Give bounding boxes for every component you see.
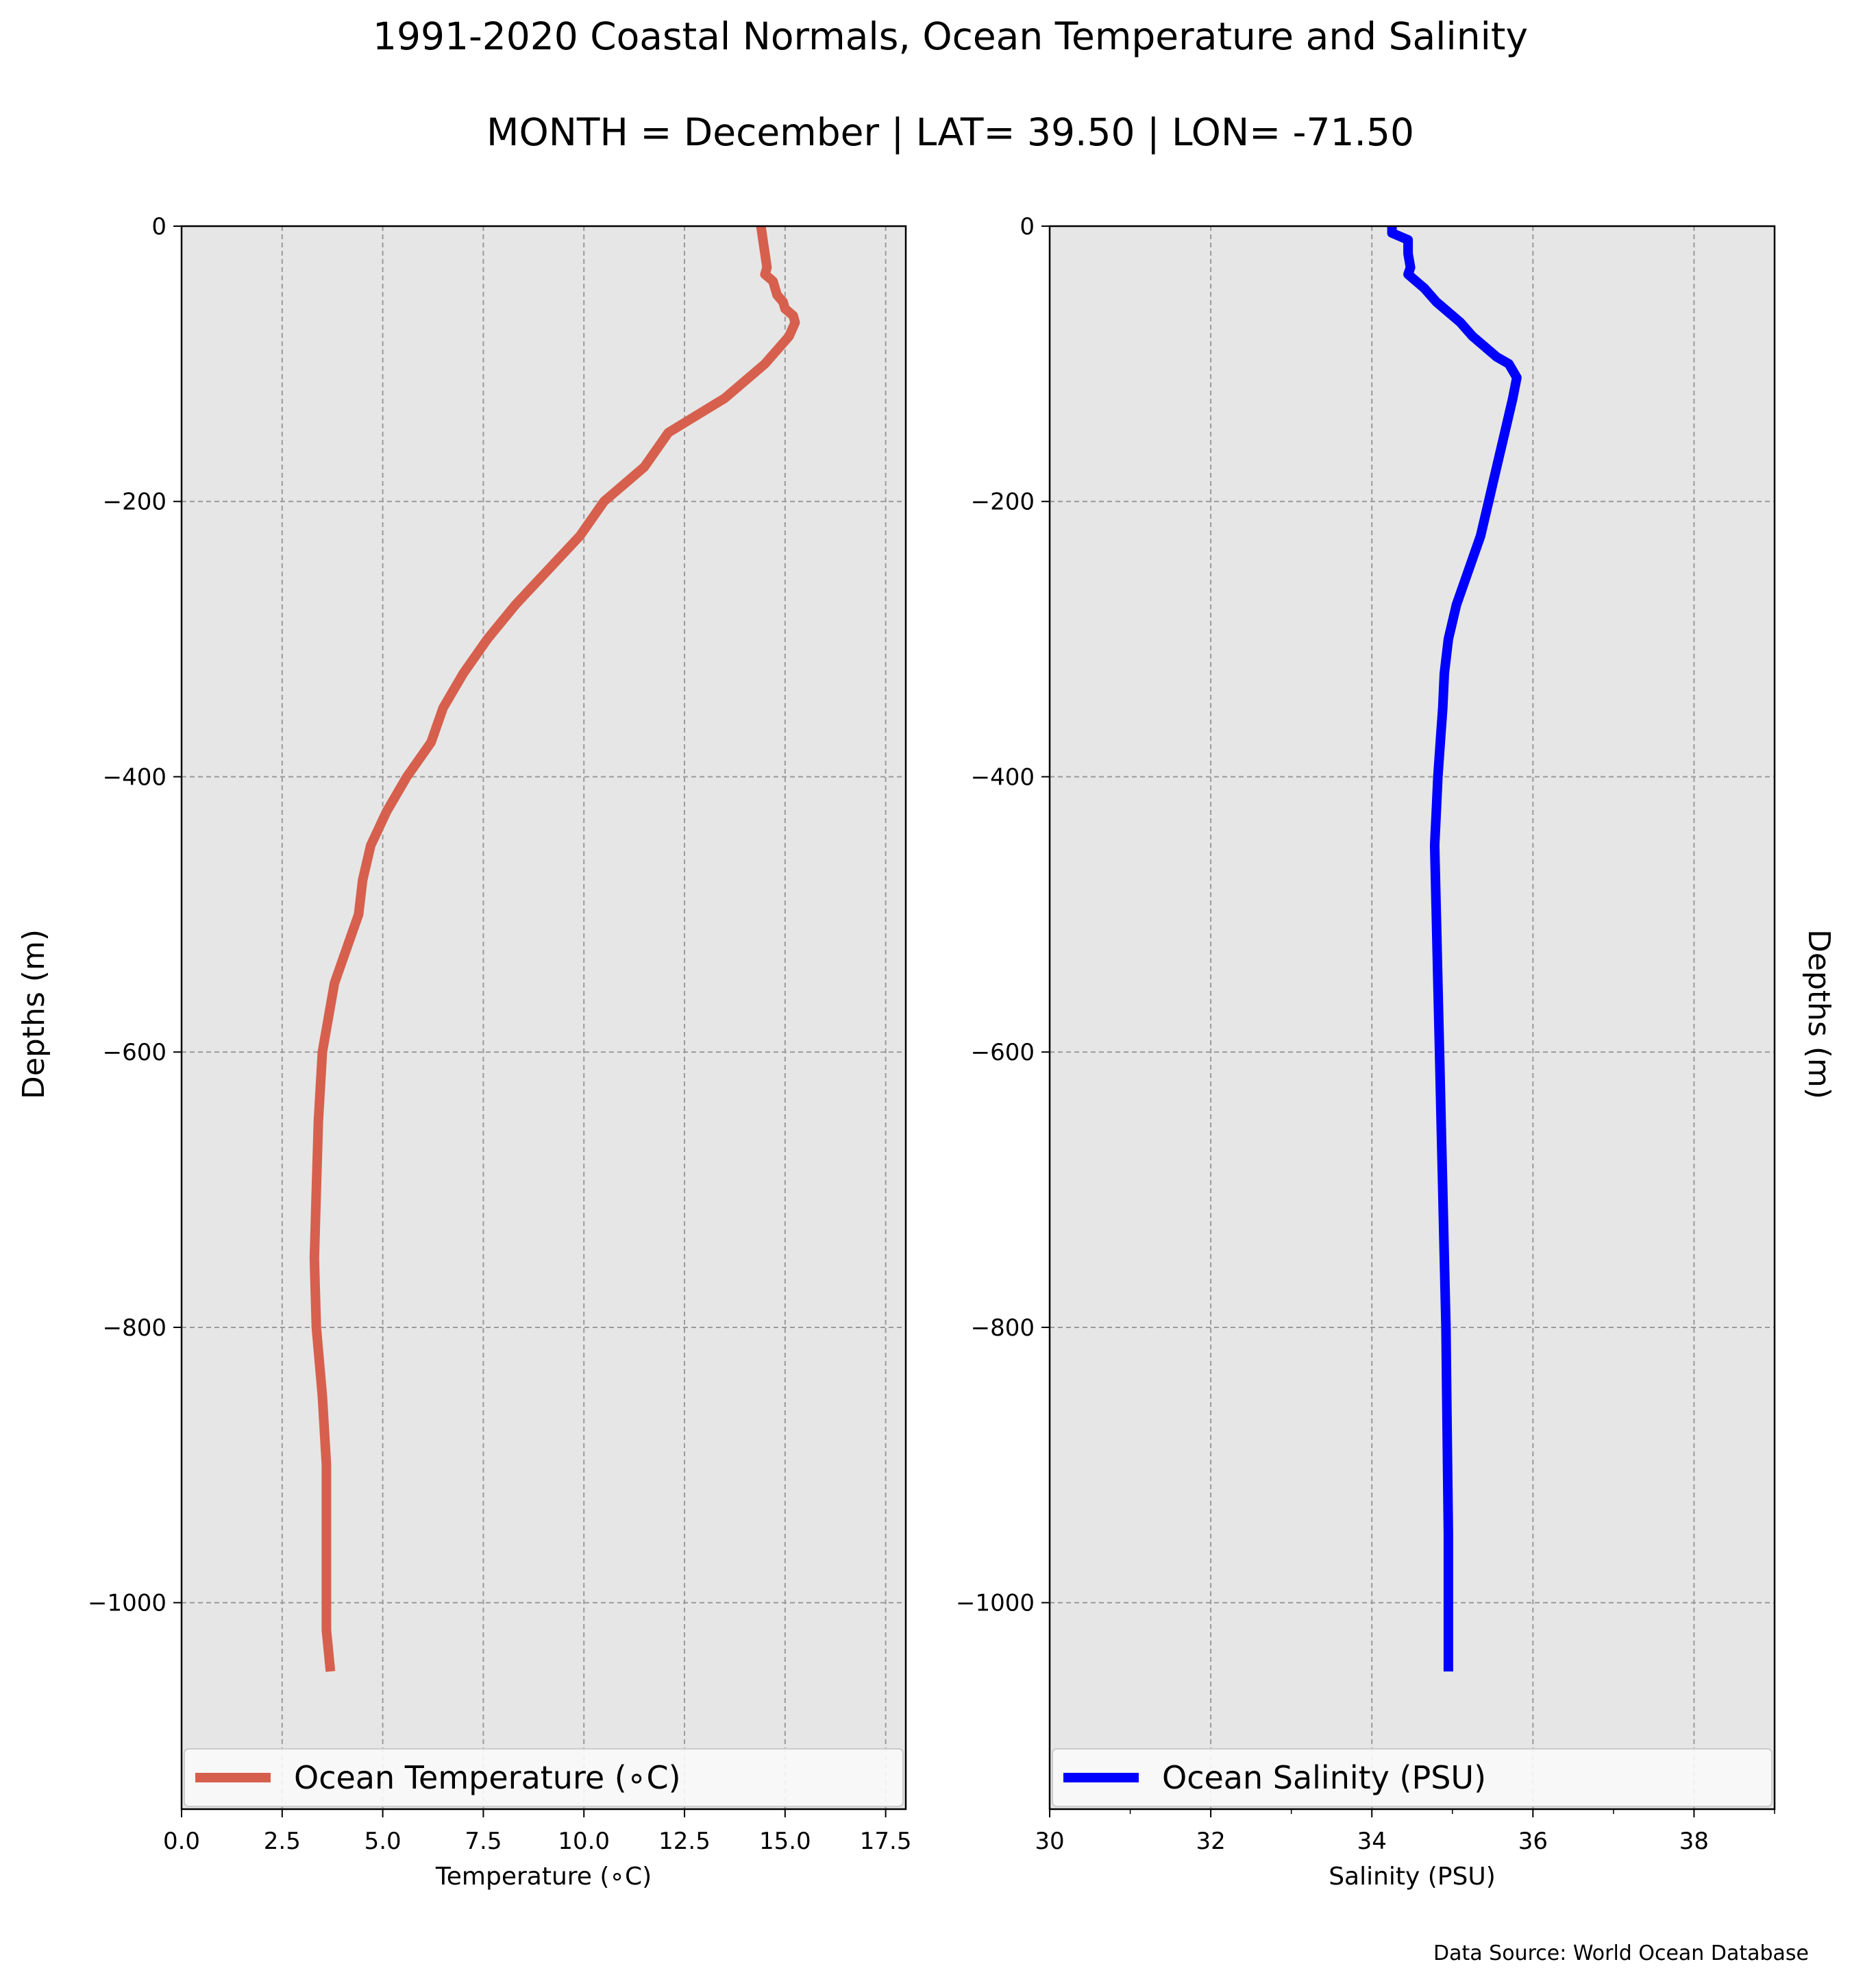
temp-x-tick-label-6: 15.0 [759,1828,811,1855]
temp-x-tick-label-3: 7.5 [465,1828,502,1855]
depth-axis-label-right: Depths (m) [1801,929,1836,1099]
temp-x-tick-label-0: 0.0 [163,1828,200,1855]
sal-x-tick-label-2: 34 [1357,1828,1387,1855]
salinity-panel: Ocean Salinity (PSU) 30 32 34 36 38 0 −200 −400 −… [956,213,1776,1891]
sal-x-tick-label-1: 32 [1196,1828,1225,1855]
sal-y-tick-label-5: −1000 [956,1590,1035,1617]
temp-y-tick-label-2: −400 [103,763,166,791]
temp-x-tick-label-4: 10.0 [558,1828,610,1855]
temp-legend-box [184,1748,904,1807]
sal-series-line [1387,226,1522,1672]
temperature-panel: Ocean Temperature (∘C) 0.0 2.5 5.0 7.5 10.0 12… [88,213,912,1891]
sal-x-tick-label-3: 36 [1518,1828,1548,1855]
sal-legend-label: Ocean Salinity (PSU) [1162,1759,1486,1796]
temp-y-tick-label-0: 0 [151,213,166,241]
sal-x-tick-label-0: 30 [1035,1828,1064,1855]
chart-title: 1991-2020 Coastal Normals, Ocean Tempera… [373,14,1528,58]
sal-x-tick-label-4: 38 [1679,1828,1709,1855]
temp-y-tick-label-4: −800 [103,1314,166,1342]
temp-series-line [309,225,800,1672]
temp-y-tick-label-5: −1000 [88,1590,166,1617]
temp-legend-label: Ocean Temperature (∘C) [294,1759,681,1796]
temp-plot-area [182,226,906,1809]
temp-x-axis-label: Temperature (∘C) [435,1863,652,1891]
sal-y-tick-label-4: −800 [971,1314,1035,1342]
temp-x-tick-label-7: 17.5 [860,1828,912,1855]
temp-axes-frame [180,225,907,1811]
temp-x-tick-label-5: 12.5 [658,1828,711,1855]
sal-y-tick-label-2: −400 [971,763,1035,791]
depth-axis-label-left: Depths (m) [16,929,51,1099]
sal-y-tick-label-0: 0 [1020,213,1035,241]
sal-y-tick-label-1: −200 [971,489,1035,516]
temp-y-tick-label-1: −200 [103,489,166,516]
chart-subtitle: MONTH = December | LAT= 39.50 | LON= -71… [486,110,1414,155]
data-source-note: Data Source: World Ocean Database [1433,1941,1809,1965]
temp-x-tick-label-1: 2.5 [264,1828,301,1855]
sal-plot-area [1050,226,1775,1809]
temp-y-tick-label-3: −600 [103,1039,166,1066]
sal-axes-frame [1048,225,1776,1811]
sal-y-tick-label-3: −600 [971,1039,1035,1066]
sal-x-axis-label: Salinity (PSU) [1329,1863,1496,1891]
temp-x-tick-label-2: 5.0 [365,1828,402,1855]
sal-legend-box [1052,1748,1773,1807]
